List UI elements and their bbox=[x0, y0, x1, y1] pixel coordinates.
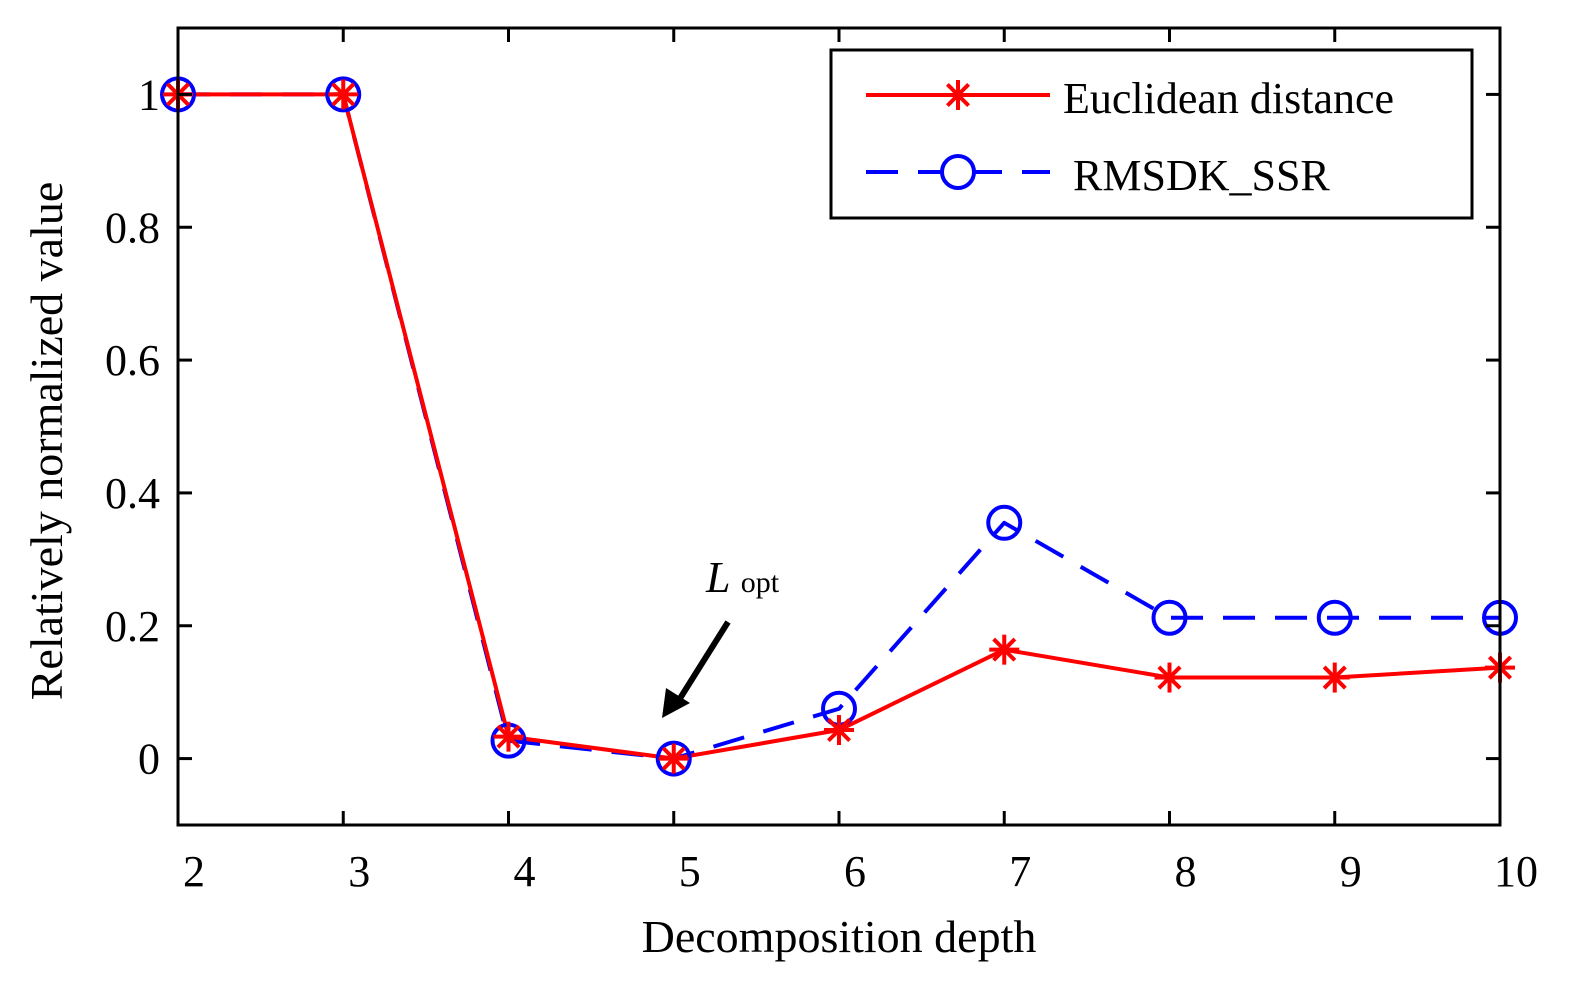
x-axis-title: Decomposition depth bbox=[642, 911, 1037, 962]
y-tick-label-5: 1 bbox=[138, 70, 160, 119]
data-point-euclidean-distance-5 bbox=[658, 743, 689, 774]
data-point-euclidean-distance-4 bbox=[493, 721, 524, 752]
annotation-l-opt: L opt bbox=[662, 553, 780, 718]
data-point-rmsdk-ssr-5 bbox=[655, 740, 692, 777]
y-tick-label-3: 0.6 bbox=[105, 336, 160, 385]
x-tick-label-4: 4 bbox=[514, 847, 536, 896]
y-axis-title: Relatively normalized value bbox=[21, 182, 72, 701]
annotation-arrow-head bbox=[662, 688, 690, 718]
legend-marker-euclidean-distance bbox=[943, 80, 973, 110]
data-point-euclidean-distance-8 bbox=[1154, 662, 1185, 693]
legend-box bbox=[829, 48, 1474, 220]
x-tick-label-2: 2 bbox=[183, 847, 205, 896]
axes: 2 3 4 5 6 7 8 9 10 0 0.2 0.4 0.6 0.8 1 bbox=[105, 26, 1538, 896]
x-tick-label-3: 3 bbox=[348, 847, 370, 896]
data-point-rmsdk-ssr-9 bbox=[1316, 599, 1353, 636]
data-point-euclidean-distance-7 bbox=[989, 634, 1020, 665]
data-point-rmsdk-ssr-3 bbox=[325, 76, 362, 113]
legend: Euclidean distance RMSDK_SSR bbox=[829, 48, 1474, 220]
legend-label-euclidean-distance: Euclidean distance bbox=[1063, 74, 1394, 123]
x-tick-label-10: 10 bbox=[1494, 847, 1538, 896]
legend-label-rmsdk-ssr: RMSDK_SSR bbox=[1073, 151, 1330, 200]
annotation-label: L opt bbox=[705, 553, 780, 602]
data-point-rmsdk-ssr-8 bbox=[1151, 599, 1188, 636]
plot-area bbox=[160, 76, 1518, 777]
annotation-arrow-shaft bbox=[676, 620, 731, 702]
legend-marker-rmsdk-ssr bbox=[940, 154, 976, 190]
legend-sample-euclidean-distance bbox=[866, 80, 1050, 110]
annotation-label-sub: opt bbox=[741, 566, 780, 599]
x-tick-label-7: 7 bbox=[1009, 847, 1031, 896]
legend-sample-rmsdk-ssr bbox=[866, 154, 1050, 190]
y-tick-label-0: 0 bbox=[138, 735, 160, 784]
annotation-label-main: L bbox=[705, 553, 730, 602]
data-point-euclidean-distance-6 bbox=[824, 715, 854, 746]
y-tick-label-2: 0.4 bbox=[105, 469, 160, 518]
data-point-euclidean-distance-9 bbox=[1319, 662, 1350, 693]
data-point-rmsdk-ssr-7 bbox=[986, 504, 1023, 541]
x-tick-label-9: 9 bbox=[1340, 847, 1362, 896]
x-tick-label-5: 5 bbox=[679, 847, 701, 896]
x-tick-label-6: 6 bbox=[844, 847, 866, 896]
y-tick-label-1: 0.2 bbox=[105, 602, 160, 651]
data-point-euclidean-distance-3 bbox=[328, 79, 359, 110]
x-tick-label-8: 8 bbox=[1175, 847, 1197, 896]
y-tick-label-4: 0.8 bbox=[105, 203, 160, 252]
